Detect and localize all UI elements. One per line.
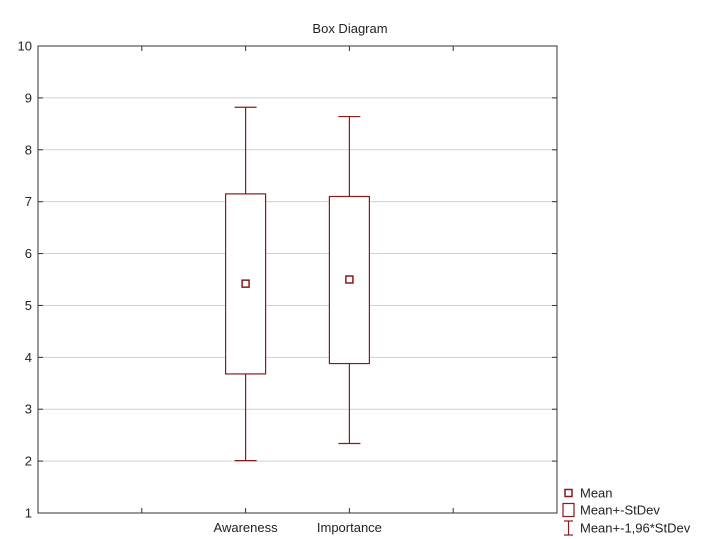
legend-label: Mean+-StDev xyxy=(580,503,660,518)
x-axis: Awareness Importance xyxy=(141,46,454,535)
y-tick-label: 1 xyxy=(25,506,32,521)
y-tick-label: 9 xyxy=(25,90,32,105)
chart-title: Box Diagram xyxy=(312,21,387,36)
legend-label: Mean xyxy=(580,486,613,501)
y-tick-label: 6 xyxy=(25,246,32,261)
plot-frame xyxy=(37,45,558,514)
y-tick-label: 5 xyxy=(25,298,32,313)
mean-marker xyxy=(241,279,250,288)
y-tick-label: 7 xyxy=(25,194,32,209)
legend-mean-symbol xyxy=(564,488,573,498)
y-tick-label: 10 xyxy=(18,39,32,54)
box-importance xyxy=(328,115,370,445)
legend-item-whisker: Mean+-1,96*StDev xyxy=(564,520,691,536)
legend: Mean Mean+-StDev Mean+-1,96*StDev xyxy=(562,486,691,536)
y-tick-label: 4 xyxy=(25,350,32,365)
boxes xyxy=(225,106,370,462)
x-tick-label: Importance xyxy=(317,520,382,535)
legend-label: Mean+-1,96*StDev xyxy=(580,521,691,536)
legend-item-mean: Mean xyxy=(564,486,613,501)
y-axis: 1 2 3 4 5 6 7 8 9 10 xyxy=(18,39,557,521)
mean-marker xyxy=(345,275,354,284)
box-awareness xyxy=(225,106,267,462)
legend-item-box: Mean+-StDev xyxy=(562,502,660,518)
y-tick-label: 3 xyxy=(25,402,32,417)
gridlines xyxy=(38,97,557,462)
y-tick-label: 2 xyxy=(25,454,32,469)
y-tick-label: 8 xyxy=(25,142,32,157)
legend-box-symbol xyxy=(562,502,575,518)
x-tick-label: Awareness xyxy=(214,520,279,535)
